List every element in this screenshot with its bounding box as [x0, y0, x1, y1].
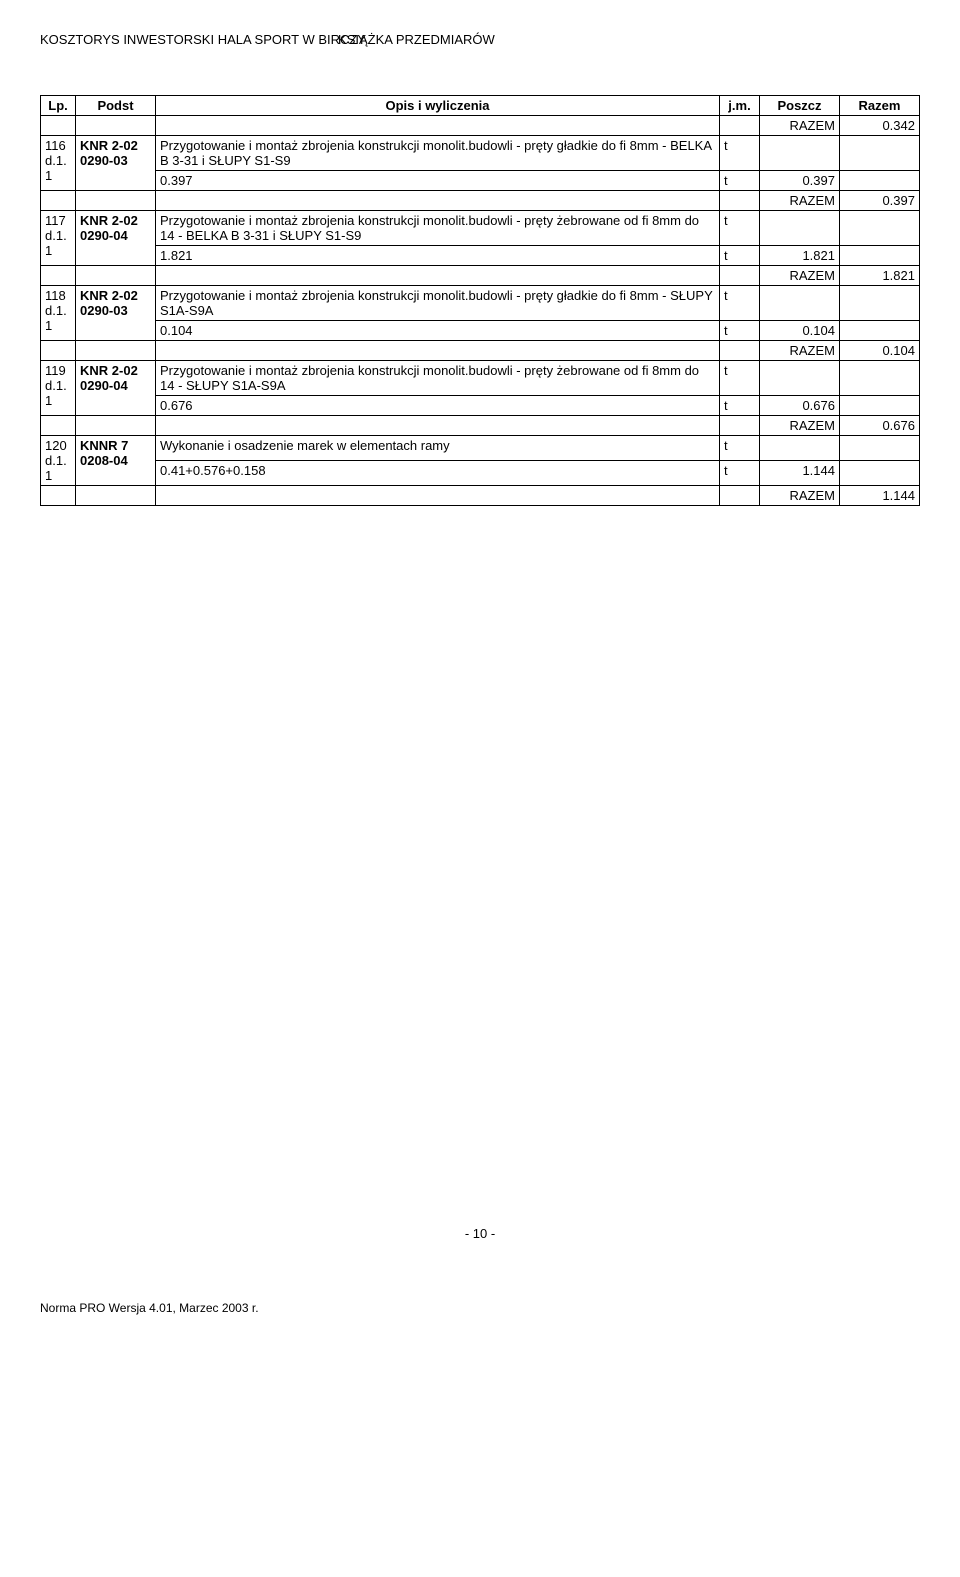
- jm-cell: t: [720, 361, 760, 396]
- poszcz-cell: [760, 436, 840, 461]
- item-row: 116 d.1. 1KNR 2-02 0290-03Przygotowanie …: [41, 136, 920, 171]
- razem-row: RAZEM0.676: [41, 416, 920, 436]
- col-razem: Razem: [840, 96, 920, 116]
- calc-jm: t: [720, 396, 760, 416]
- jm-cell: t: [720, 436, 760, 461]
- razem-cell: [840, 286, 920, 321]
- calc-poszcz: 1.144: [760, 461, 840, 486]
- calc-poszcz: 1.821: [760, 246, 840, 266]
- lp-cell: 118 d.1. 1: [41, 286, 76, 341]
- calc-poszcz: 0.397: [760, 171, 840, 191]
- lp-cell: 120 d.1. 1: [41, 436, 76, 486]
- header-right: KSIĄŻKA PRZEDMIARÓW: [338, 32, 495, 47]
- calc-razem-blank: [840, 321, 920, 341]
- page-header: KOSZTORYS INWESTORSKI HALA SPORT W BIRCZ…: [40, 32, 920, 47]
- col-podst: Podst: [76, 96, 156, 116]
- razem-label: RAZEM: [760, 416, 840, 436]
- calc-row: 0.397t0.397: [41, 171, 920, 191]
- razem-value: 0.397: [840, 191, 920, 211]
- podst-cell: KNR 2-02 0290-03: [76, 286, 156, 341]
- calc-poszcz: 0.104: [760, 321, 840, 341]
- razem-row: RAZEM0.104: [41, 341, 920, 361]
- poszcz-cell: [760, 211, 840, 246]
- calc-opis: 0.41+0.576+0.158: [156, 461, 720, 486]
- razem-cell: [840, 436, 920, 461]
- calc-razem-blank: [840, 246, 920, 266]
- calc-poszcz: 0.676: [760, 396, 840, 416]
- razem-value: 0.676: [840, 416, 920, 436]
- calc-jm: t: [720, 171, 760, 191]
- opis-cell: Przygotowanie i montaż zbrojenia konstru…: [156, 361, 720, 396]
- col-poszcz: Poszcz: [760, 96, 840, 116]
- razem-row: RAZEM1.821: [41, 266, 920, 286]
- opis-cell: Wykonanie i osadzenie marek w elementach…: [156, 436, 720, 461]
- calc-razem-blank: [840, 461, 920, 486]
- podst-cell: KNR 2-02 0290-04: [76, 361, 156, 416]
- lp-cell: 117 d.1. 1: [41, 211, 76, 266]
- opis-cell: Przygotowanie i montaż zbrojenia konstru…: [156, 211, 720, 246]
- opis-cell: Przygotowanie i montaż zbrojenia konstru…: [156, 286, 720, 321]
- calc-jm: t: [720, 321, 760, 341]
- razem-cell: [840, 136, 920, 171]
- calc-row: 0.676t0.676: [41, 396, 920, 416]
- calc-row: 0.104t0.104: [41, 321, 920, 341]
- razem-cell: [840, 361, 920, 396]
- razem-label: RAZEM: [760, 266, 840, 286]
- razem-value: 0.104: [840, 341, 920, 361]
- podst-cell: KNNR 7 0208-04: [76, 436, 156, 486]
- razem-label: RAZEM: [760, 486, 840, 506]
- podst-cell: KNR 2-02 0290-04: [76, 211, 156, 266]
- calc-razem-blank: [840, 396, 920, 416]
- item-row: 117 d.1. 1KNR 2-02 0290-04Przygotowanie …: [41, 211, 920, 246]
- razem-value: 1.144: [840, 486, 920, 506]
- top-razem-value: 0.342: [840, 116, 920, 136]
- jm-cell: t: [720, 136, 760, 171]
- calc-opis: 1.821: [156, 246, 720, 266]
- col-jm: j.m.: [720, 96, 760, 116]
- razem-label: RAZEM: [760, 116, 840, 136]
- estimate-table: Lp. Podst Opis i wyliczenia j.m. Poszcz …: [40, 95, 920, 506]
- lp-cell: 119 d.1. 1: [41, 361, 76, 416]
- calc-row: 0.41+0.576+0.158t1.144: [41, 461, 920, 486]
- header-left: KOSZTORYS INWESTORSKI HALA SPORT W BIRCZ…: [40, 32, 366, 47]
- opis-cell: Przygotowanie i montaż zbrojenia konstru…: [156, 136, 720, 171]
- poszcz-cell: [760, 286, 840, 321]
- calc-opis: 0.104: [156, 321, 720, 341]
- item-row: 120 d.1. 1KNNR 7 0208-04Wykonanie i osad…: [41, 436, 920, 461]
- jm-cell: t: [720, 211, 760, 246]
- calc-opis: 0.676: [156, 396, 720, 416]
- poszcz-cell: [760, 136, 840, 171]
- razem-cell: [840, 211, 920, 246]
- calc-jm: t: [720, 461, 760, 486]
- calc-jm: t: [720, 246, 760, 266]
- calc-opis: 0.397: [156, 171, 720, 191]
- calc-row: 1.821t1.821: [41, 246, 920, 266]
- page-number: - 10 -: [40, 1226, 920, 1241]
- calc-razem-blank: [840, 171, 920, 191]
- razem-label: RAZEM: [760, 191, 840, 211]
- item-row: 118 d.1. 1KNR 2-02 0290-03Przygotowanie …: [41, 286, 920, 321]
- col-opis: Opis i wyliczenia: [156, 96, 720, 116]
- top-razem-row: RAZEM 0.342: [41, 116, 920, 136]
- poszcz-cell: [760, 361, 840, 396]
- col-lp: Lp.: [41, 96, 76, 116]
- lp-cell: 116 d.1. 1: [41, 136, 76, 191]
- table-header-row: Lp. Podst Opis i wyliczenia j.m. Poszcz …: [41, 96, 920, 116]
- razem-label: RAZEM: [760, 341, 840, 361]
- razem-value: 1.821: [840, 266, 920, 286]
- podst-cell: KNR 2-02 0290-03: [76, 136, 156, 191]
- jm-cell: t: [720, 286, 760, 321]
- item-row: 119 d.1. 1KNR 2-02 0290-04Przygotowanie …: [41, 361, 920, 396]
- footer-version: Norma PRO Wersja 4.01, Marzec 2003 r.: [40, 1301, 920, 1315]
- razem-row: RAZEM1.144: [41, 486, 920, 506]
- razem-row: RAZEM0.397: [41, 191, 920, 211]
